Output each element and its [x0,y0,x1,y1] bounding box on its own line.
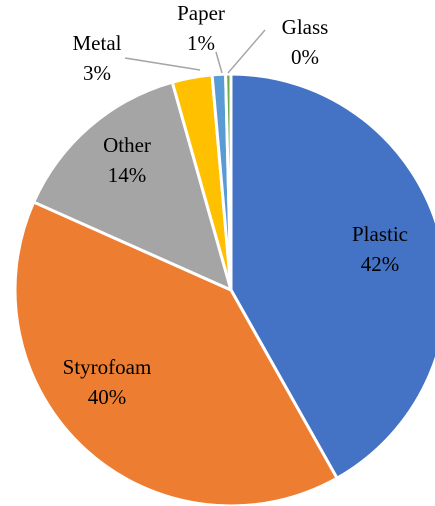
pie-slices [13,72,435,506]
data-label-category: Other [103,133,151,157]
data-label-category: Plastic [352,222,408,246]
data-label-percent: 42% [361,252,400,276]
leader-line-paper [215,51,223,74]
data-label-percent: 3% [83,61,111,85]
leader-line-glass [227,29,266,74]
data-label-plastic: Plastic 42% [352,222,408,276]
data-label-category: Paper [177,1,225,25]
data-label-paper: Paper 1% [177,1,225,55]
data-label-percent: 40% [88,385,127,409]
pie-slice-styrofoam [13,200,339,506]
data-label-category: Metal [73,31,122,55]
data-label-percent: 14% [108,163,147,187]
data-label-metal: Metal 3% [73,31,122,85]
pie-slice-glass [224,72,233,292]
data-label-glass: Glass 0% [282,15,329,69]
data-label-styrofoam: Styrofoam 40% [63,355,152,409]
pie-slice-plastic [229,72,435,480]
leader-line-metal [124,57,201,71]
data-label-category: Glass [282,15,329,39]
data-label-percent: 1% [187,31,215,55]
data-label-category: Styrofoam [63,355,152,379]
data-label-percent: 0% [291,45,319,69]
data-label-other: Other 14% [103,133,151,187]
pie-slice-other [32,80,233,292]
